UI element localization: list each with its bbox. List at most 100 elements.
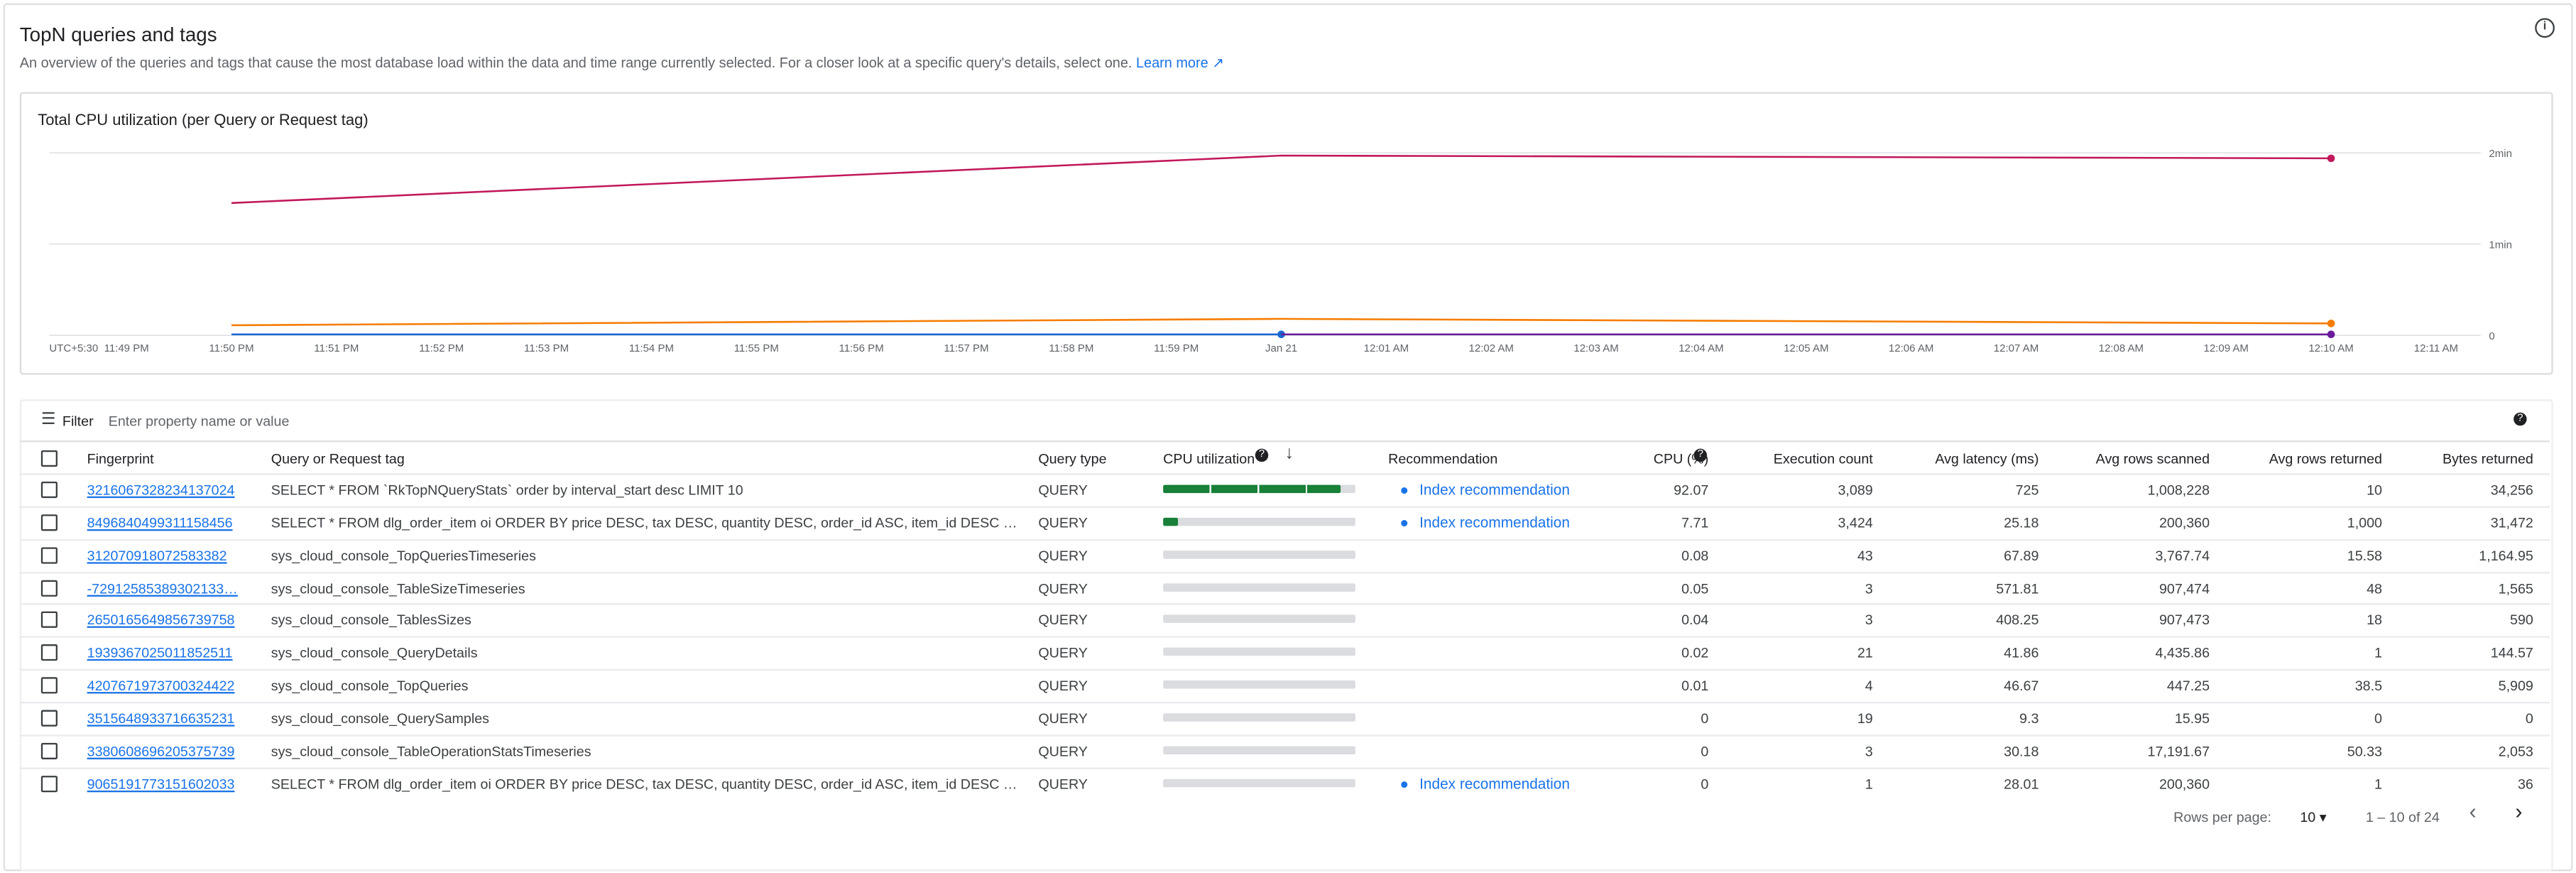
cell: 9.3 xyxy=(2019,710,2039,726)
cpu-bar-track xyxy=(1163,582,1355,591)
cell: 0 xyxy=(2374,710,2382,726)
cell: 92.07 xyxy=(1674,482,1708,498)
fingerprint-link[interactable]: 312070918072583382 xyxy=(87,547,227,563)
sort-arrow[interactable]: ↓ xyxy=(1284,445,1294,462)
cell: 67.89 xyxy=(2004,547,2039,563)
x-tick-label: 11:52 PM xyxy=(419,342,464,354)
fingerprint-link[interactable]: 8496840499311158456 xyxy=(87,514,233,531)
sort-icon[interactable]: ? xyxy=(1255,449,1269,462)
cell: QUERY xyxy=(1038,547,1088,563)
y-tick-label: 1min xyxy=(2489,239,2512,251)
x-tick-label: 12:01 AM xyxy=(1364,342,1409,354)
column-header[interactable]: Avg latency (ms) xyxy=(1935,450,2039,467)
column-header[interactable]: Fingerprint xyxy=(87,450,154,467)
column-header[interactable]: Recommendation xyxy=(1388,450,1497,467)
cpu-bar-track xyxy=(1163,713,1355,722)
y-tick-label: 0 xyxy=(2489,330,2494,342)
cell: 0.04 xyxy=(1681,612,1708,629)
column-header[interactable]: CPU utilization xyxy=(1163,450,1255,467)
x-tick-label: 12:09 AM xyxy=(2203,342,2248,354)
fingerprint-link[interactable]: 9065191773151602033 xyxy=(87,775,235,791)
cell: QUERY xyxy=(1038,742,1088,759)
column-header[interactable]: Query or Request tag xyxy=(271,450,405,467)
row-divider xyxy=(20,669,2550,671)
row-checkbox[interactable] xyxy=(41,775,58,791)
query-text: sys_cloud_console_QueryDetails xyxy=(271,645,478,661)
cell: QUERY xyxy=(1038,678,1088,694)
cpu-bar-track xyxy=(1163,746,1355,754)
column-header[interactable]: Avg rows scanned xyxy=(2096,450,2210,467)
cell: 30.18 xyxy=(2004,742,2039,759)
query-text: sys_cloud_console_TablesSizes xyxy=(271,612,471,629)
fingerprint-link[interactable]: -72912585389302133… xyxy=(87,580,238,596)
x-tick-label: 11:59 PM xyxy=(1154,342,1199,354)
fingerprint-link[interactable]: 3515648933716635231 xyxy=(87,710,235,726)
cell: 408.25 xyxy=(1996,612,2039,629)
column-header[interactable]: Avg rows returned xyxy=(2269,450,2382,467)
row-checkbox[interactable] xyxy=(41,612,58,629)
recommendation-link[interactable]: Index recommendation xyxy=(1419,514,1570,531)
cell: 1 xyxy=(1865,775,1873,791)
fingerprint-link[interactable]: 4207671973700324422 xyxy=(87,678,235,694)
cell: 50.33 xyxy=(2347,742,2382,759)
timezone-label: UTC+5:30 xyxy=(49,342,98,354)
x-tick-label: 12:08 AM xyxy=(2099,342,2144,354)
cell: 31,472 xyxy=(2491,514,2533,531)
x-tick-label: 12:03 AM xyxy=(1573,342,1618,354)
row-checkbox[interactable] xyxy=(41,547,58,563)
row-checkbox[interactable] xyxy=(41,645,58,661)
bulb-icon: ● xyxy=(1399,514,1409,531)
cell: 725 xyxy=(2016,482,2039,498)
cell: 46.67 xyxy=(2004,678,2039,694)
cell: 3 xyxy=(1865,580,1873,596)
cell: 10 xyxy=(2367,482,2382,498)
column-header[interactable]: Execution count xyxy=(1774,450,1873,467)
fingerprint-link[interactable]: 3216067328234137024 xyxy=(87,482,235,498)
cell: 144.57 xyxy=(2491,645,2533,661)
y-tick-label: 2min xyxy=(2489,148,2512,160)
cell: 3 xyxy=(1865,742,1873,759)
cell: 15.95 xyxy=(2175,710,2210,726)
x-tick-label: 12:11 AM xyxy=(2414,342,2458,354)
recommendation-link[interactable]: Index recommendation xyxy=(1419,775,1570,791)
row-divider xyxy=(20,702,2550,703)
cell: 907,474 xyxy=(2159,580,2210,596)
cell: 1,565 xyxy=(2499,580,2533,596)
x-tick-label: 11:54 PM xyxy=(629,342,674,354)
query-text: SELECT * FROM `RkTopNQueryStats` order b… xyxy=(271,482,743,498)
recommendation-link[interactable]: Index recommendation xyxy=(1419,482,1570,498)
cell: 4 xyxy=(1865,678,1873,694)
row-checkbox[interactable] xyxy=(41,580,58,596)
query-text: sys_cloud_console_TableSizeTimeseries xyxy=(271,580,525,596)
column-header[interactable]: Bytes returned xyxy=(2443,450,2533,467)
fingerprint-link[interactable]: 1939367025011852511 xyxy=(87,645,233,661)
cell: 3 xyxy=(1865,612,1873,629)
cell: 0.01 xyxy=(1681,678,1708,694)
cell: 0 xyxy=(1701,742,1708,759)
bulb-icon: ● xyxy=(1399,482,1409,498)
row-divider xyxy=(20,473,2550,475)
cell: 41.86 xyxy=(2004,645,2039,661)
cpu-bar-track xyxy=(1163,648,1355,656)
cell: 19 xyxy=(1857,710,1873,726)
x-tick-label: 11:51 PM xyxy=(314,342,359,354)
column-header[interactable]: Query type xyxy=(1038,450,1106,467)
cpu-bar-track xyxy=(1163,550,1355,558)
row-checkbox[interactable] xyxy=(41,742,58,759)
row-checkbox[interactable] xyxy=(41,482,58,498)
cell: QUERY xyxy=(1038,710,1088,726)
header-checkbox[interactable] xyxy=(41,450,58,467)
fingerprint-link[interactable]: 3380608696205375739 xyxy=(87,742,235,759)
x-tick-label: 11:56 PM xyxy=(839,342,884,354)
row-checkbox[interactable] xyxy=(41,710,58,726)
fingerprint-link[interactable]: 2650165649856739758 xyxy=(87,612,235,629)
x-tick-label: Jan 21 xyxy=(1265,342,1297,354)
row-checkbox[interactable] xyxy=(41,678,58,694)
row-checkbox[interactable] xyxy=(41,514,58,531)
cpu-help-icon[interactable]: ? xyxy=(1694,449,1708,462)
x-tick-label: 12:02 AM xyxy=(1469,342,1514,354)
cell: QUERY xyxy=(1038,775,1088,791)
row-divider xyxy=(20,538,2550,540)
cell: 18 xyxy=(2367,612,2382,629)
